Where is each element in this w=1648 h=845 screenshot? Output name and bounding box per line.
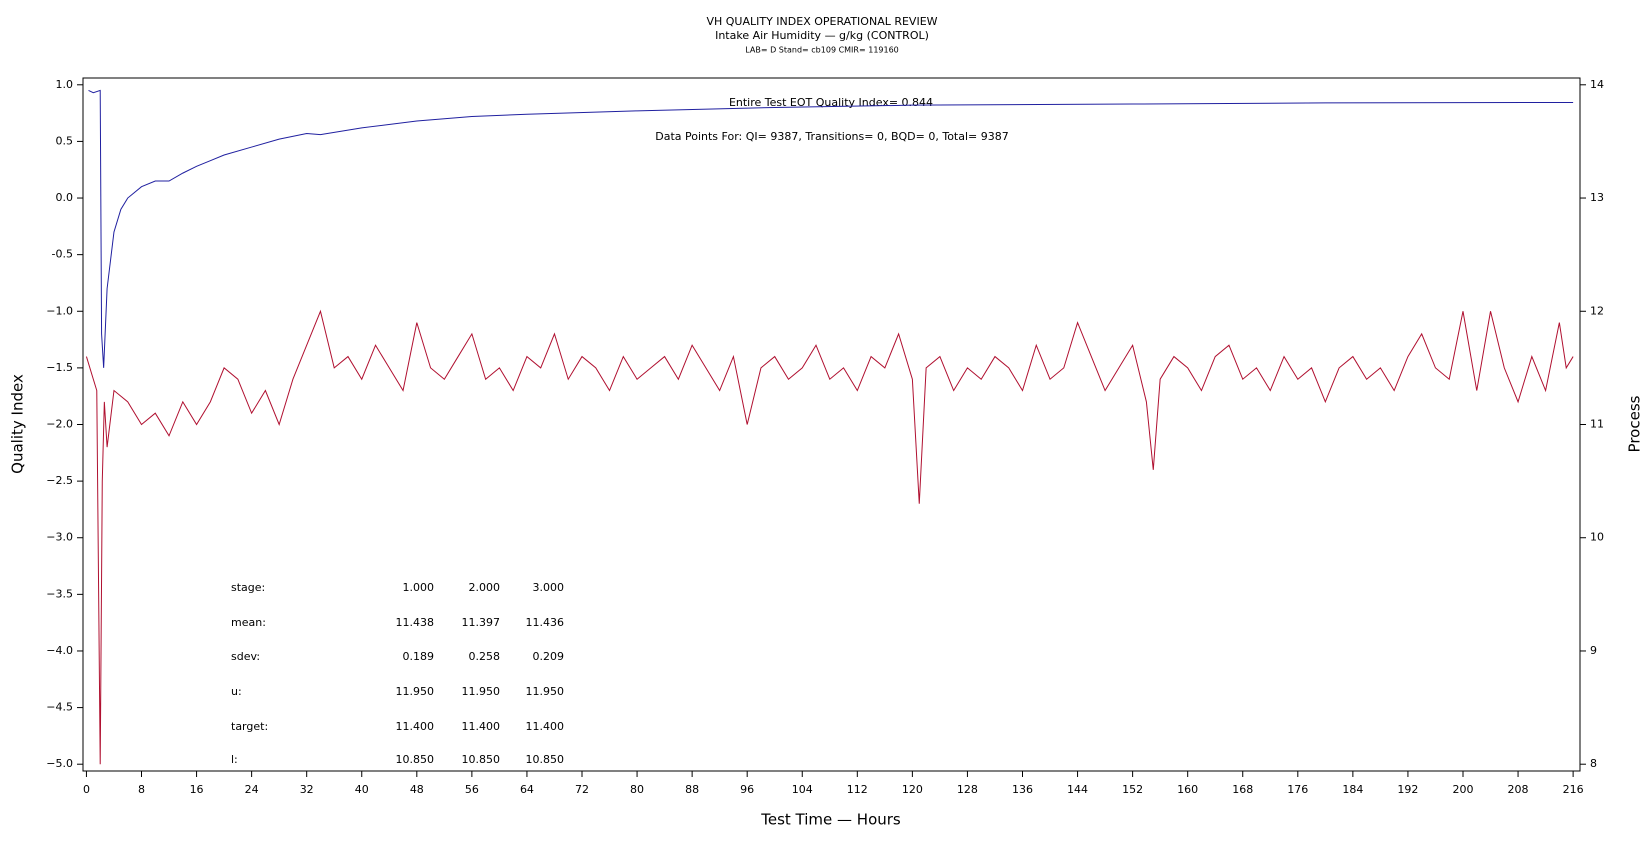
y2-tick-label: 13 <box>1590 191 1604 204</box>
stats-value: 0.189 <box>403 650 435 663</box>
x-axis-label: Test Time — Hours <box>760 811 901 829</box>
plot-frame <box>82 77 1581 772</box>
x-tick-label: 120 <box>902 783 923 796</box>
stats-value: 11.436 <box>526 616 565 629</box>
stats-label: sdev: <box>231 650 260 663</box>
stats-value: 0.209 <box>533 650 565 663</box>
x-tick-label: 96 <box>740 783 754 796</box>
x-tick-label: 32 <box>300 783 314 796</box>
x-tick-label: 40 <box>355 783 369 796</box>
stats-value: 0.258 <box>469 650 501 663</box>
x-tick-label: 184 <box>1342 783 1363 796</box>
chart-caption: LAB= D Stand= cb109 CMIR= 119160 <box>745 46 899 55</box>
y2-tick-label: 10 <box>1590 531 1604 544</box>
x-tick-label: 16 <box>190 783 204 796</box>
y-tick-label: −3.0 <box>46 531 73 544</box>
y-tick-label: −5.0 <box>46 757 73 770</box>
x-tick-label: 80 <box>630 783 644 796</box>
x-tick-label: 136 <box>1012 783 1033 796</box>
stats-value: 2.000 <box>469 581 501 594</box>
stats-value: 1.000 <box>403 581 435 594</box>
stats-value: 3.000 <box>533 581 565 594</box>
x-tick-label: 192 <box>1397 783 1418 796</box>
y-tick-label: −4.0 <box>46 644 73 657</box>
annotation: Entire Test EOT Quality Index= 0.844 <box>729 96 933 109</box>
y-tick-label: −4.5 <box>46 701 73 714</box>
y2-tick-label: 14 <box>1590 78 1604 91</box>
stats-value: 11.400 <box>462 720 501 733</box>
y2-tick-label: 11 <box>1590 418 1604 431</box>
x-tick-label: 168 <box>1232 783 1253 796</box>
y2-tick-label: 8 <box>1590 757 1597 770</box>
y-axis-label: Quality Index <box>9 374 27 474</box>
y2-tick-label: 9 <box>1590 644 1597 657</box>
x-tick-label: 144 <box>1067 783 1088 796</box>
x-tick-label: 0 <box>83 783 90 796</box>
y2-tick-label: 12 <box>1590 304 1604 317</box>
y-tick-label: 1.0 <box>56 78 74 91</box>
x-tick-label: 112 <box>847 783 868 796</box>
x-tick-label: 200 <box>1452 783 1473 796</box>
stats-label: l: <box>231 753 238 766</box>
y-tick-label: −2.5 <box>46 474 73 487</box>
stats-value: 11.950 <box>462 685 501 698</box>
stats-value: 11.400 <box>396 720 435 733</box>
x-tick-label: 208 <box>1508 783 1529 796</box>
chart-subtitle: Intake Air Humidity — g/kg (CONTROL) <box>715 29 929 42</box>
x-tick-label: 128 <box>957 783 978 796</box>
y-tick-label: −1.5 <box>46 361 73 374</box>
stats-label: mean: <box>231 616 266 629</box>
y-tick-label: −2.0 <box>46 418 73 431</box>
x-tick-label: 48 <box>410 783 424 796</box>
x-tick-label: 216 <box>1563 783 1584 796</box>
data-line <box>85 309 1574 765</box>
y-tick-label: 0.0 <box>56 191 74 204</box>
x-tick-label: 176 <box>1287 783 1308 796</box>
x-tick-label: 152 <box>1122 783 1143 796</box>
stats-label: target: <box>231 720 268 733</box>
stats-value: 10.850 <box>396 753 435 766</box>
y-tick-label: −3.5 <box>46 587 73 600</box>
x-tick-label: 64 <box>520 783 534 796</box>
chart-title: VH QUALITY INDEX OPERATIONAL REVIEW <box>706 15 937 28</box>
stats-value: 10.850 <box>462 753 501 766</box>
y-tick-label: -0.5 <box>52 248 73 261</box>
y-tick-label: −1.0 <box>46 304 73 317</box>
stats-value: 11.438 <box>396 616 435 629</box>
y-tick-label: 0.5 <box>56 134 74 147</box>
stats-label: stage: <box>231 581 265 594</box>
x-tick-label: 56 <box>465 783 479 796</box>
x-tick-label: 104 <box>792 783 813 796</box>
stats-value: 11.397 <box>462 616 501 629</box>
x-tick-label: 24 <box>245 783 259 796</box>
stats-value: 10.850 <box>526 753 565 766</box>
x-tick-label: 8 <box>138 783 145 796</box>
stats-value: 11.950 <box>526 685 565 698</box>
stats-value: 11.400 <box>526 720 565 733</box>
x-tick-label: 160 <box>1177 783 1198 796</box>
x-tick-label: 88 <box>685 783 699 796</box>
x-tick-label: 72 <box>575 783 589 796</box>
stats-value: 11.950 <box>396 685 435 698</box>
stats-label: u: <box>231 685 242 698</box>
data-line <box>88 89 1574 368</box>
annotation: Data Points For: QI= 9387, Transitions= … <box>655 130 1009 143</box>
y2-axis-label: Process <box>1626 395 1644 452</box>
